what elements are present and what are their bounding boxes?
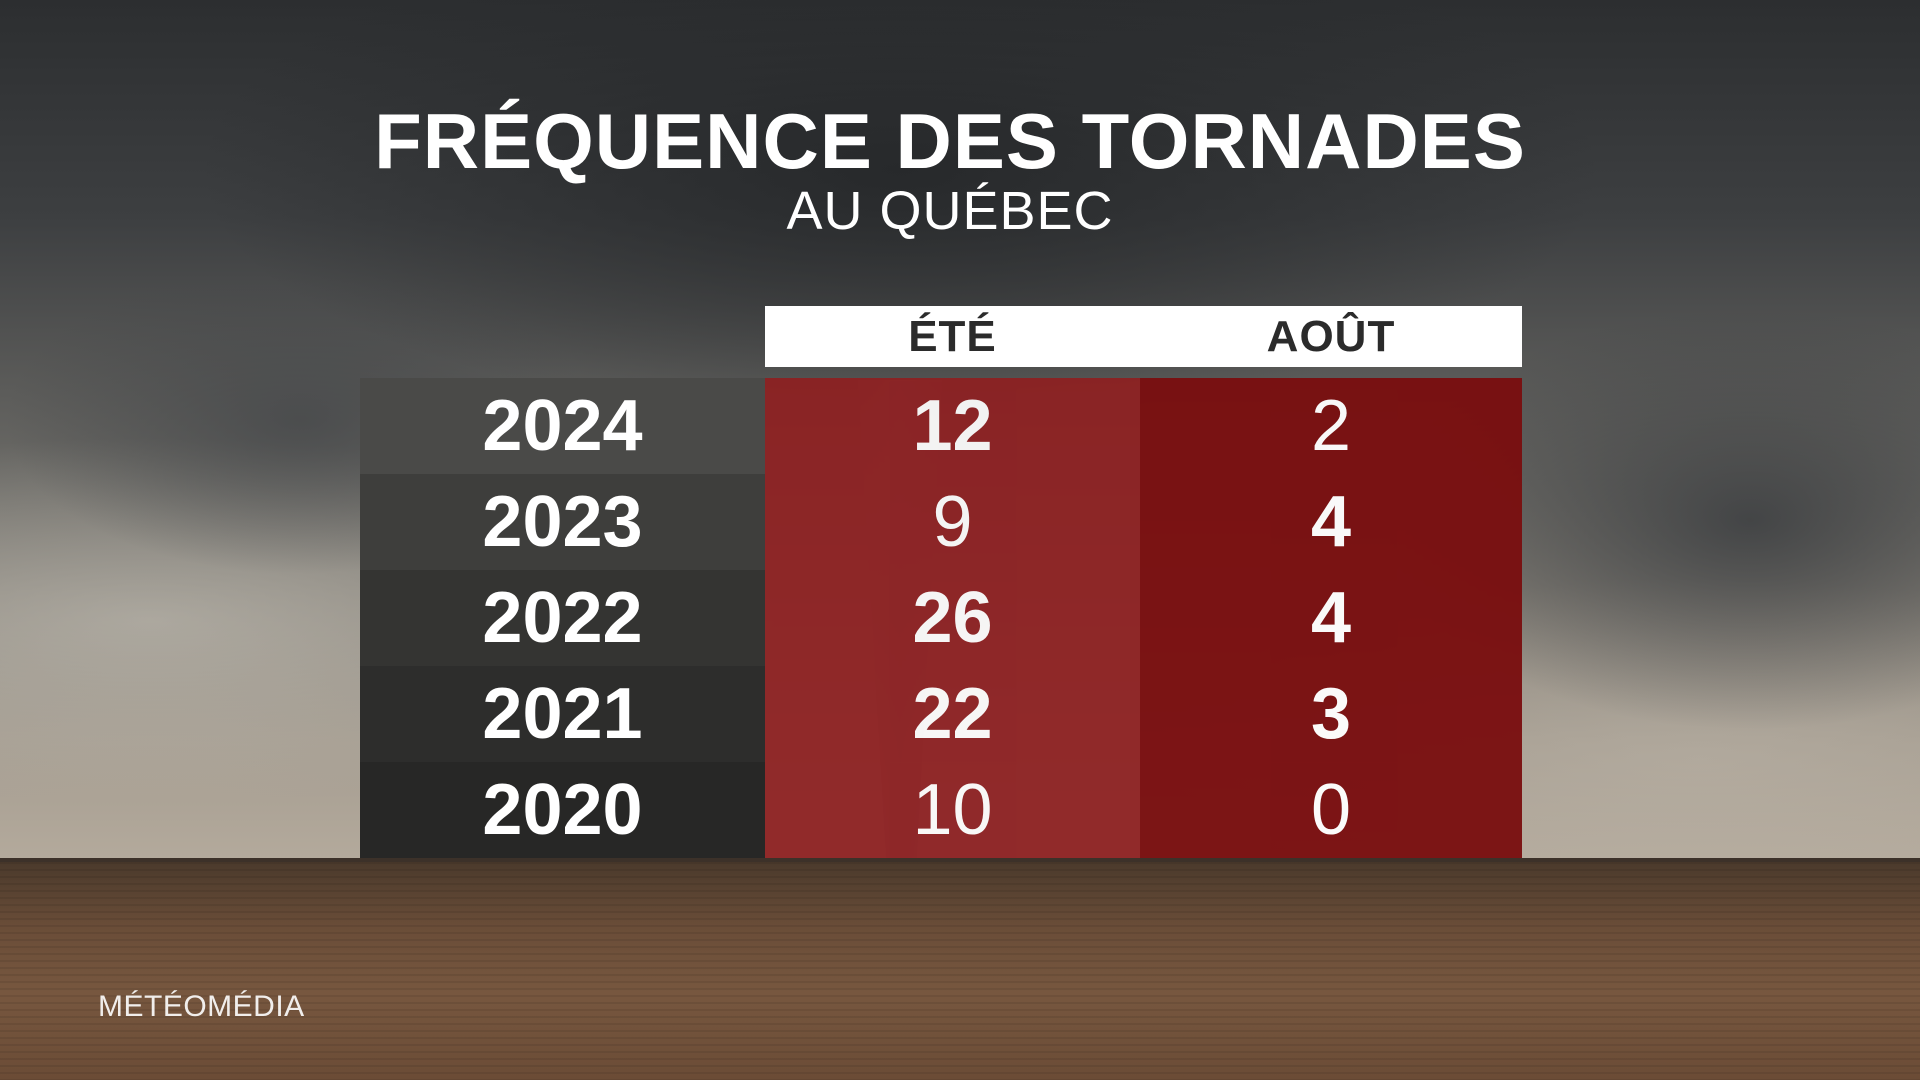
ete-value-cell: 10 <box>765 762 1140 858</box>
table-row: 2024 12 2 <box>360 378 1522 474</box>
ete-value-cell: 12 <box>765 378 1140 474</box>
table-row: 2023 9 4 <box>360 474 1522 570</box>
chart-subtitle: AU QUÉBEC <box>786 181 1114 241</box>
aout-value-cell: 0 <box>1140 762 1522 858</box>
year-cell: 2023 <box>360 474 765 570</box>
year-cell: 2020 <box>360 762 765 858</box>
year-cell: 2024 <box>360 378 765 474</box>
ete-value-cell: 9 <box>765 474 1140 570</box>
column-header-aout: AOÛT <box>1266 312 1396 361</box>
year-cell: 2022 <box>360 570 765 666</box>
table-row: 2021 22 3 <box>360 666 1522 762</box>
meteomedia-logo: MÉTÉOMÉDIA <box>98 990 305 1023</box>
aout-value-cell: 2 <box>1140 378 1522 474</box>
field-ground <box>0 862 1920 1080</box>
ete-value-cell: 26 <box>765 570 1140 666</box>
aout-value-cell: 3 <box>1140 666 1522 762</box>
table-row: 2022 26 4 <box>360 570 1522 666</box>
aout-value-cell: 4 <box>1140 570 1522 666</box>
ete-value-cell: 22 <box>765 666 1140 762</box>
column-header-bar <box>765 306 1522 367</box>
chart-title: FRÉQUENCE DES TORNADES <box>374 97 1526 185</box>
tornado-frequency-table: ÉTÉ AOÛT 2024 12 2 2023 9 4 2022 26 4 2021 22 3 2020… <box>360 306 1522 858</box>
table-row: 2020 10 0 <box>360 762 1522 858</box>
aout-value-cell: 4 <box>1140 474 1522 570</box>
year-cell: 2021 <box>360 666 765 762</box>
column-header-ete: ÉTÉ <box>908 312 997 361</box>
